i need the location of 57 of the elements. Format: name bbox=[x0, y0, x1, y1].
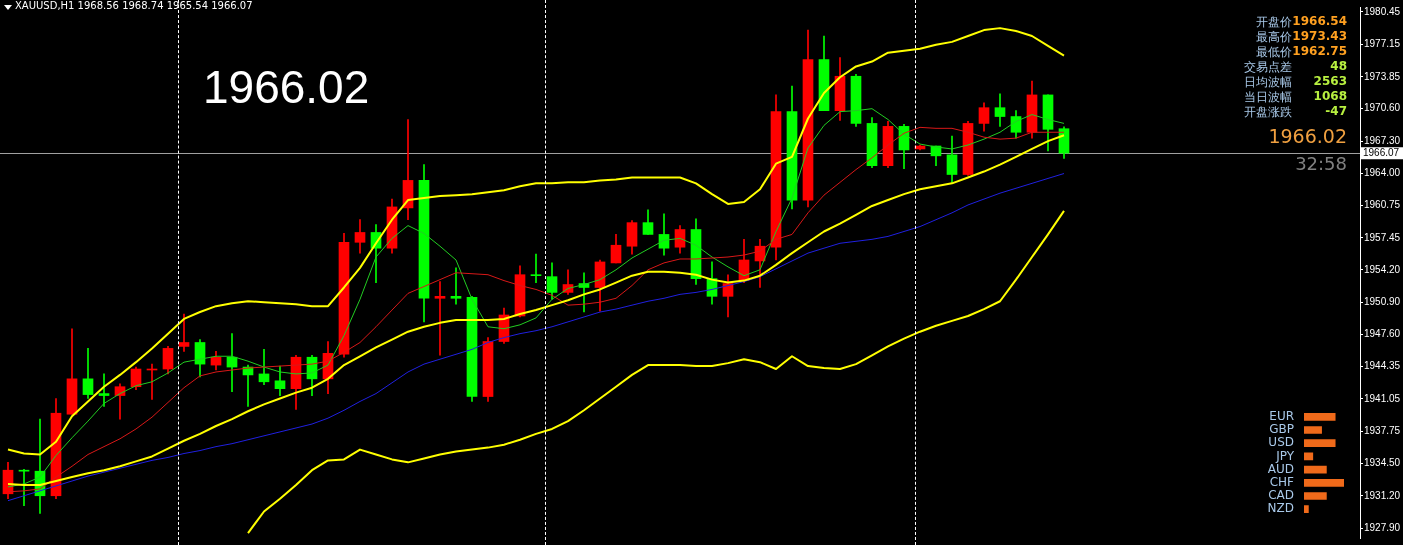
annotation: 1966.54 bbox=[1292, 14, 1347, 28]
y-tick-label: GBP bbox=[1269, 422, 1294, 437]
candlestick bbox=[530, 253, 542, 283]
bar bbox=[1304, 412, 1336, 421]
candlestick bbox=[434, 281, 446, 356]
ref-line-label: 1966.07 bbox=[1363, 146, 1400, 158]
candlestick bbox=[98, 373, 110, 407]
annotation: 1068 bbox=[1313, 89, 1347, 103]
y-tick-label: 1941.05 bbox=[1364, 392, 1401, 404]
annotation: 开盘涨跌 bbox=[1244, 104, 1292, 121]
y-tick-label: 1977.15 bbox=[1364, 38, 1401, 50]
y-tick-label: CAD bbox=[1268, 488, 1294, 503]
y-tick-label: 1931.20 bbox=[1364, 489, 1401, 501]
y-tick-label: AUD bbox=[1267, 461, 1294, 476]
y-tick-label: 1967.30 bbox=[1364, 134, 1401, 146]
y-tick-label: JPY bbox=[1275, 448, 1295, 463]
annotation: 1973.43 bbox=[1292, 29, 1347, 43]
annotation: 48 bbox=[1330, 59, 1347, 73]
y-tick-label: 1970.60 bbox=[1364, 102, 1401, 114]
y-tick-label: NZD bbox=[1267, 501, 1294, 516]
annotation: 1966.02 bbox=[203, 60, 370, 114]
annotation: -47 bbox=[1325, 104, 1347, 118]
y-tick-label: 1954.20 bbox=[1364, 263, 1401, 275]
y-tick-label: 1937.75 bbox=[1364, 425, 1401, 437]
y-tick-label: EUR bbox=[1269, 408, 1294, 423]
y-tick-label: CHF bbox=[1269, 474, 1295, 489]
annotation: 32:58 bbox=[1295, 153, 1347, 174]
bar bbox=[1304, 452, 1314, 461]
y-tick-label: 1960.75 bbox=[1364, 199, 1401, 211]
annotation: 1966.02 bbox=[1268, 125, 1347, 147]
annotation: 开盘价 bbox=[1256, 14, 1292, 31]
y-tick-label: 1950.90 bbox=[1364, 295, 1401, 307]
annotation: 交易点差 bbox=[1244, 59, 1292, 76]
y-tick-label: 1927.90 bbox=[1364, 521, 1401, 533]
y-tick-label: 1944.35 bbox=[1364, 360, 1401, 372]
bar bbox=[1304, 505, 1309, 514]
annotation: 日均波幅 bbox=[1244, 74, 1292, 91]
annotation: 最高价 bbox=[1256, 29, 1292, 46]
candlestick bbox=[450, 267, 462, 305]
annotation: 1962.75 bbox=[1292, 44, 1347, 58]
y-tick-label: 1947.60 bbox=[1364, 328, 1401, 340]
annotation: 当日波幅 bbox=[1244, 89, 1292, 106]
annotation: 2563 bbox=[1313, 74, 1347, 88]
bar bbox=[1304, 478, 1344, 487]
y-tick-label: USD bbox=[1268, 435, 1294, 450]
chart-title: XAUUSD,H1 1968.56 1968.74 1965.54 1966.07 bbox=[15, 0, 253, 11]
y-tick-label: 1980.45 bbox=[1364, 5, 1401, 17]
y-tick-label: 1973.85 bbox=[1364, 70, 1401, 82]
bar bbox=[1304, 439, 1336, 448]
y-tick-label: 1957.45 bbox=[1364, 231, 1401, 243]
y-tick-label: 1964.00 bbox=[1364, 167, 1401, 179]
y-tick-label: 1934.50 bbox=[1364, 457, 1401, 469]
bar bbox=[1304, 465, 1327, 474]
bar bbox=[1304, 492, 1327, 500]
annotation: 最低价 bbox=[1256, 44, 1292, 61]
candlestick bbox=[178, 313, 190, 352]
bar bbox=[1304, 426, 1322, 434]
